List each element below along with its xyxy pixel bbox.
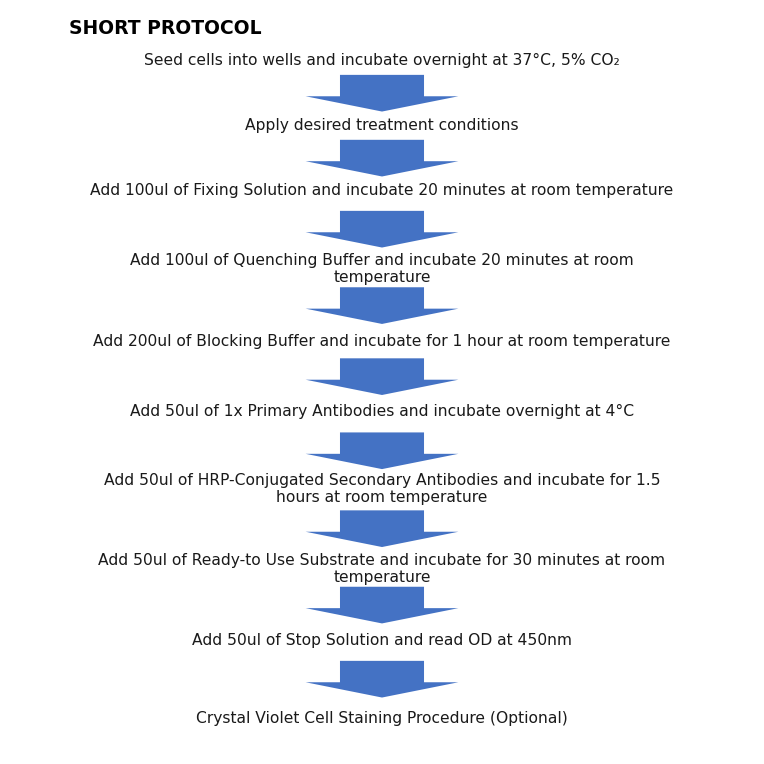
Polygon shape xyxy=(306,510,458,547)
Text: Add 200ul of Blocking Buffer and incubate for 1 hour at room temperature: Add 200ul of Blocking Buffer and incubat… xyxy=(93,334,671,349)
Text: Add 50ul of Stop Solution and read OD at 450nm: Add 50ul of Stop Solution and read OD at… xyxy=(192,633,572,648)
Text: SHORT PROTOCOL: SHORT PROTOCOL xyxy=(69,19,261,38)
Text: Add 50ul of HRP-Conjugated Secondary Antibodies and incubate for 1.5
hours at ro: Add 50ul of HRP-Conjugated Secondary Ant… xyxy=(104,473,660,505)
Text: Add 100ul of Fixing Solution and incubate 20 minutes at room temperature: Add 100ul of Fixing Solution and incubat… xyxy=(90,183,674,198)
Text: Apply desired treatment conditions: Apply desired treatment conditions xyxy=(245,118,519,133)
Text: Seed cells into wells and incubate overnight at 37°C, 5% CO₂: Seed cells into wells and incubate overn… xyxy=(144,53,620,68)
Text: Add 50ul of Ready-to Use Substrate and incubate for 30 minutes at room
temperatu: Add 50ul of Ready-to Use Substrate and i… xyxy=(99,553,665,585)
Polygon shape xyxy=(306,287,458,324)
Polygon shape xyxy=(306,432,458,469)
Polygon shape xyxy=(306,140,458,176)
Text: Crystal Violet Cell Staining Procedure (Optional): Crystal Violet Cell Staining Procedure (… xyxy=(196,711,568,726)
Polygon shape xyxy=(306,358,458,395)
Text: Add 50ul of 1x Primary Antibodies and incubate overnight at 4°C: Add 50ul of 1x Primary Antibodies and in… xyxy=(130,403,634,419)
Polygon shape xyxy=(306,661,458,698)
Text: Add 100ul of Quenching Buffer and incubate 20 minutes at room
temperature: Add 100ul of Quenching Buffer and incuba… xyxy=(130,253,634,285)
Polygon shape xyxy=(306,587,458,623)
Polygon shape xyxy=(306,211,458,248)
Polygon shape xyxy=(306,75,458,112)
